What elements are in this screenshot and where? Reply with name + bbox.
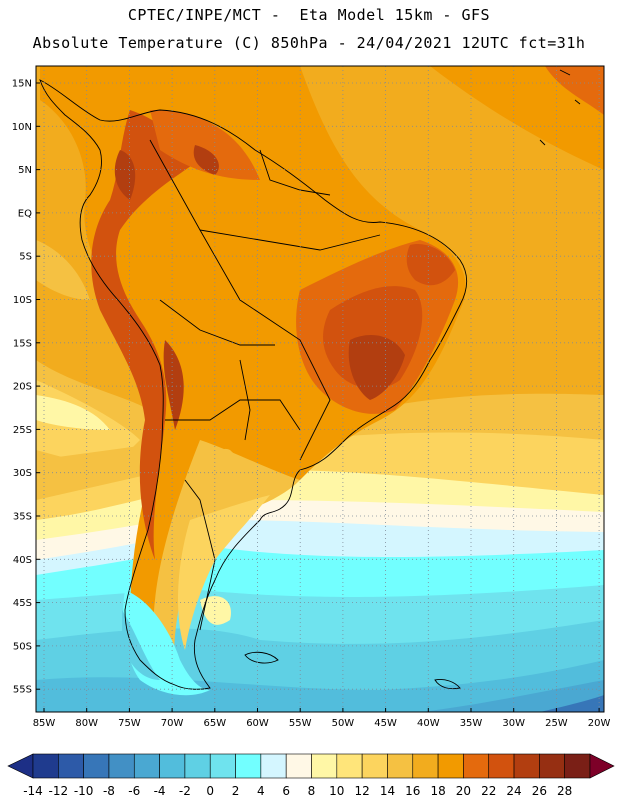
colorbar-swatch	[285, 753, 312, 779]
colorbar-swatch	[58, 753, 84, 779]
colorbar-swatch	[539, 753, 565, 779]
colorbar-label: 14	[380, 784, 395, 798]
colorbar-label: -10	[74, 784, 94, 798]
colorbar-swatch	[108, 753, 135, 779]
lat-tick-label: 30S	[13, 468, 32, 479]
coastlines	[39, 69, 581, 690]
colorbar-swatch	[463, 753, 490, 779]
colorbar-swatch	[260, 753, 287, 779]
colorbar-label: -14	[23, 784, 43, 798]
colorbar-label: 2	[232, 784, 240, 798]
lon-tick-label: 70W	[161, 718, 184, 729]
colorbar-label: -2	[179, 784, 191, 798]
chart-title-line1: CPTEC/INPE/MCT - Eta Model 15km - GFS	[127, 6, 491, 24]
lat-tick-label: 40S	[13, 555, 32, 566]
lat-tick-label: 50S	[13, 641, 32, 652]
colorbar-label: 26	[532, 784, 547, 798]
colorbar-swatch	[513, 753, 540, 779]
lon-tick-label: 20W	[588, 718, 611, 729]
colorbar-label: 24	[506, 784, 521, 798]
lat-tick-label: 20S	[13, 382, 32, 393]
lon-tick-label: 40W	[417, 718, 440, 729]
colorbar	[7, 753, 615, 779]
lon-tick-label: 55W	[289, 718, 312, 729]
lat-tick-label: 10S	[13, 295, 32, 306]
lon-tick-label: 45W	[374, 718, 397, 729]
lat-tick-label: 5N	[18, 165, 32, 176]
colorbar-swatch	[209, 753, 236, 779]
colorbar-swatch	[564, 753, 591, 779]
lon-tick-label: 25W	[545, 718, 568, 729]
colorbar-label: -6	[128, 784, 140, 798]
colorbar-under-arrow	[7, 753, 34, 779]
colorbar-swatch	[361, 753, 388, 779]
map-grid	[36, 66, 604, 712]
lat-tick-label: 35S	[13, 512, 32, 523]
latitude-ticks: 15N 10N 5N EQ 5S 10S 15S 20S 25S 30S 35S 40S 45S 50S 5…	[12, 79, 40, 696]
colorbar-swatch	[387, 753, 414, 779]
colorbar-label: 10	[329, 784, 344, 798]
longitude-ticks: 85W 80W 75W 70W 65W 60W 55W 50W 45W 40W 35W 30W 25W 2…	[33, 708, 611, 729]
colorbar-label: 22	[481, 784, 496, 798]
colorbar-label: 6	[282, 784, 290, 798]
chart-title-line2: Absolute Temperature (C) 850hPa - 24/04/…	[32, 34, 586, 52]
colorbar-label: -4	[154, 784, 166, 798]
colorbar-label: 8	[308, 784, 316, 798]
colorbar-swatch	[184, 753, 211, 779]
colorbar-label: 4	[257, 784, 265, 798]
lat-tick-label: 5S	[19, 252, 32, 263]
lon-tick-label: 65W	[203, 718, 226, 729]
lat-tick-label: 25S	[13, 425, 32, 436]
colorbar-label: -12	[49, 784, 69, 798]
lat-tick-label: 10N	[12, 122, 32, 133]
colorbar-swatch	[412, 753, 439, 779]
colorbar-swatch	[437, 753, 464, 779]
colorbar-label: 20	[456, 784, 471, 798]
colorbar-label: -8	[103, 784, 115, 798]
lat-tick-label: 45S	[13, 598, 32, 609]
temperature-field	[36, 66, 604, 712]
map-frame	[35, 65, 605, 713]
colorbar-swatch	[83, 753, 110, 779]
colorbar-swatch	[159, 753, 186, 779]
lon-tick-label: 80W	[75, 718, 98, 729]
lon-tick-label: 30W	[502, 718, 525, 729]
colorbar-swatch	[336, 753, 363, 779]
colorbar-over-arrow	[589, 753, 615, 779]
colorbar-swatch	[133, 753, 160, 779]
colorbar-swatch	[32, 753, 59, 779]
colorbar-label: 16	[405, 784, 420, 798]
colorbar-labels: -14 -12 -10 -8 -6 -4 -2 0 2 4 6 8 10 12 14 16 18 20 22 24 26…	[23, 784, 572, 798]
lon-tick-label: 35W	[460, 718, 483, 729]
colorbar-swatch	[311, 753, 338, 779]
colorbar-label: 18	[430, 784, 445, 798]
colorbar-label: 12	[354, 784, 369, 798]
lon-tick-label: 85W	[33, 718, 56, 729]
colorbar-label: 0	[206, 784, 214, 798]
colorbar-label: 28	[557, 784, 572, 798]
lat-tick-label: 15N	[12, 79, 32, 90]
lon-tick-label: 50W	[332, 718, 355, 729]
lat-tick-label: 15S	[13, 338, 32, 349]
lat-tick-label: EQ	[18, 208, 32, 219]
lon-tick-label: 75W	[118, 718, 141, 729]
colorbar-swatch	[235, 753, 262, 779]
colorbar-swatch	[488, 753, 515, 779]
lat-tick-label: 55S	[13, 685, 32, 696]
lon-tick-label: 60W	[246, 718, 269, 729]
